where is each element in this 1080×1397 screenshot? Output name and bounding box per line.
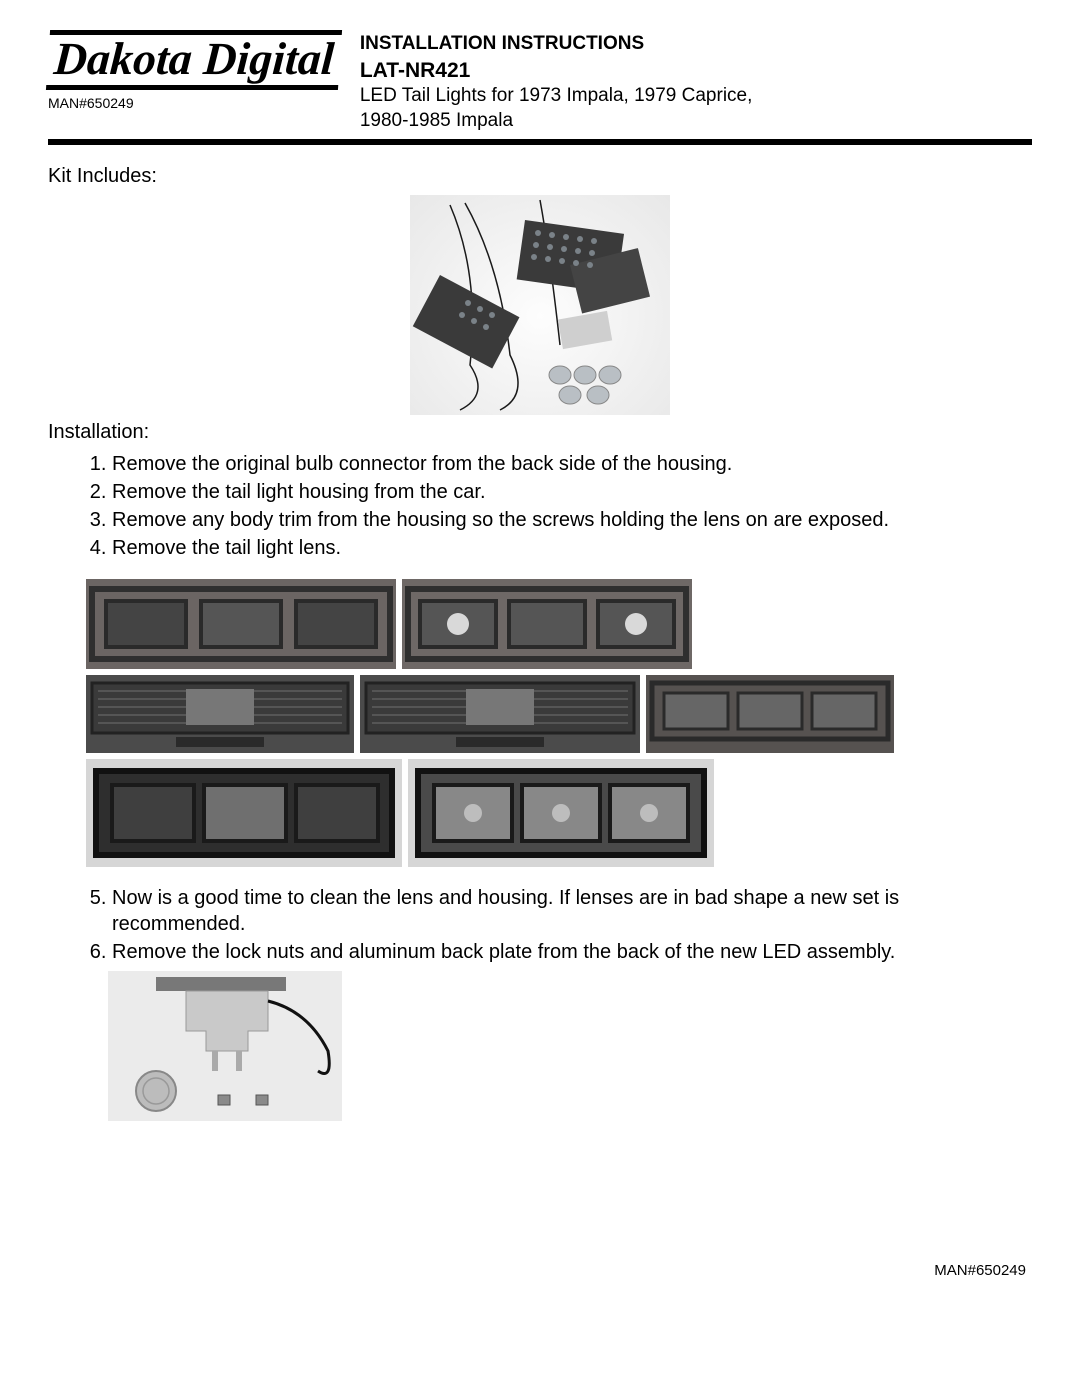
- model-number: LAT-NR421: [360, 57, 1032, 84]
- product-desc-2: 1980-1985 Impala: [360, 109, 1032, 134]
- steps-list-b: Now is a good time to clean the lens and…: [112, 885, 1022, 965]
- step-item: Remove the tail light lens.: [112, 535, 1022, 561]
- housing-photo-grid: [86, 579, 1004, 867]
- kit-contents-photo: [410, 195, 670, 415]
- brand-logo: Dakota Digital: [46, 30, 342, 90]
- step-item: Remove any body trim from the housing so…: [112, 507, 1022, 533]
- steps-list-a: Remove the original bulb connector from …: [112, 451, 1022, 561]
- product-desc-1: LED Tail Lights for 1973 Impala, 1979 Ca…: [360, 84, 1032, 109]
- man-number-top: MAN#650249: [48, 94, 340, 112]
- header-rule: [48, 139, 1032, 145]
- housing-photo-1b: [402, 579, 692, 669]
- housing-photo-2c: [646, 675, 894, 753]
- man-number-footer: MAN#650249: [48, 1261, 1032, 1281]
- housing-photo-2b: [360, 675, 640, 753]
- photo-row-3: [86, 759, 1004, 867]
- doc-title: INSTALLATION INSTRUCTIONS: [360, 32, 1032, 57]
- led-assembly-photo: [108, 971, 342, 1121]
- installation-label: Installation:: [48, 419, 1032, 445]
- step-item: Remove the tail light housing from the c…: [112, 479, 1022, 505]
- step-item: Remove the original bulb connector from …: [112, 451, 1022, 477]
- step-item: Now is a good time to clean the lens and…: [112, 885, 1022, 937]
- housing-photo-2a: [86, 675, 354, 753]
- housing-photo-1a: [86, 579, 396, 669]
- page-header: Dakota Digital MAN#650249 INSTALLATION I…: [48, 30, 1032, 133]
- photo-row-1: [86, 579, 1004, 669]
- step-item: Remove the lock nuts and aluminum back p…: [112, 939, 1022, 965]
- housing-photo-3b: [408, 759, 714, 867]
- housing-photo-3a: [86, 759, 402, 867]
- kit-section: Kit Includes:: [48, 159, 1032, 195]
- logo-block: Dakota Digital MAN#650249: [48, 30, 340, 112]
- header-text: INSTALLATION INSTRUCTIONS LAT-NR421 LED …: [360, 30, 1032, 133]
- photo-row-2: [86, 675, 1004, 753]
- kit-includes-label: Kit Includes:: [48, 163, 157, 189]
